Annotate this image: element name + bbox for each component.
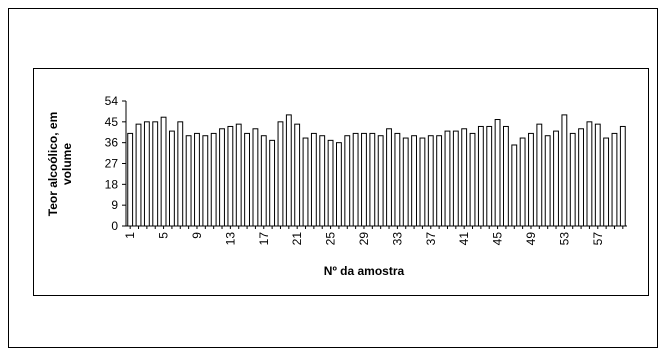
bar-sample-30 xyxy=(369,132,376,227)
bar-sample-40 xyxy=(452,130,459,227)
bar-sample-37 xyxy=(427,135,434,227)
bar-sample-35 xyxy=(411,135,417,227)
bar-sample-44 xyxy=(486,125,493,227)
bar-sample-5 xyxy=(160,116,167,227)
x-tick-label: 5 xyxy=(157,232,171,239)
x-axis-title: Nº da amostra xyxy=(324,264,405,278)
x-ticks: 1 5 9 13 17 21 25 29 33 37 41 45 49 53 57 xyxy=(123,226,624,246)
chart-frame: 0 9 18 27 36 45 54 1 5 9 13 17 21 25 29 33 37 41 45 49 53 57… xyxy=(33,68,649,296)
x-tick-label: 45 xyxy=(491,232,505,246)
x-tick-label: 49 xyxy=(524,232,538,246)
bar-sample-58 xyxy=(603,137,610,227)
bar-sample-27 xyxy=(344,135,351,227)
bar-chart: 0 9 18 27 36 45 54 1 5 9 13 17 21 25 29 33 37 41 45 49 53 57… xyxy=(46,94,627,278)
bar-sample-59 xyxy=(611,132,618,227)
bar-sample-6 xyxy=(169,130,175,227)
bar-sample-54 xyxy=(569,132,576,227)
bar-sample-4 xyxy=(152,121,159,227)
x-tick-label: 13 xyxy=(223,232,237,246)
bar-sample-21 xyxy=(294,123,301,227)
bar-sample-46 xyxy=(503,125,509,227)
bar-sample-8 xyxy=(185,135,192,227)
bar-sample-23 xyxy=(310,132,317,227)
x-tick-label: 1 xyxy=(123,232,137,239)
bar-sample-36 xyxy=(419,137,426,227)
bar-sample-32 xyxy=(386,128,392,227)
y-axis-title-line-2: volume xyxy=(60,143,74,185)
x-tick-label: 53 xyxy=(557,232,571,246)
x-tick-label: 25 xyxy=(324,232,338,246)
bar-sample-19 xyxy=(277,121,284,227)
bar-sample-18 xyxy=(269,139,276,227)
bar-sample-31 xyxy=(377,135,384,227)
bar-sample-57 xyxy=(594,123,601,227)
bar-sample-51 xyxy=(544,135,551,227)
bar-sample-15 xyxy=(244,132,250,227)
bar-sample-11 xyxy=(210,132,217,227)
bar-sample-53 xyxy=(561,114,568,227)
x-tick-label: 17 xyxy=(257,232,271,246)
bars-group xyxy=(127,114,626,227)
bar-sample-41 xyxy=(461,128,468,227)
bar-sample-48 xyxy=(519,137,526,227)
y-tick-label: 36 xyxy=(105,136,119,150)
x-tick-label: 41 xyxy=(457,232,471,246)
bar-sample-33 xyxy=(394,132,401,227)
bar-sample-43 xyxy=(477,125,484,227)
bar-sample-45 xyxy=(494,119,501,227)
y-tick-label: 0 xyxy=(111,219,118,233)
bar-sample-60 xyxy=(619,125,626,227)
bar-sample-7 xyxy=(177,121,184,227)
y-tick-label: 54 xyxy=(105,94,119,108)
bar-sample-42 xyxy=(469,132,476,227)
y-tick-label: 9 xyxy=(111,198,118,212)
bar-sample-24 xyxy=(319,135,326,227)
bar-sample-50 xyxy=(536,123,543,227)
y-tick-label: 45 xyxy=(105,115,119,129)
bar-sample-20 xyxy=(285,114,292,227)
bar-sample-38 xyxy=(436,135,443,227)
y-tick-label: 27 xyxy=(105,157,119,171)
y-axis-title-line-1: Teor alcoólico, em xyxy=(46,112,60,216)
bar-sample-49 xyxy=(528,132,534,227)
x-tick-label: 21 xyxy=(290,232,304,246)
bar-sample-25 xyxy=(327,139,334,227)
bar-sample-14 xyxy=(235,123,242,227)
bar-sample-52 xyxy=(553,130,559,227)
bar-sample-16 xyxy=(252,128,259,227)
bar-sample-2 xyxy=(135,123,142,227)
bar-sample-3 xyxy=(143,121,150,227)
y-tick-label: 18 xyxy=(105,177,119,191)
x-tick-label: 9 xyxy=(190,232,204,239)
bar-sample-39 xyxy=(444,130,451,227)
bar-sample-29 xyxy=(361,132,367,227)
bar-sample-28 xyxy=(352,132,359,227)
bar-sample-1 xyxy=(127,132,134,227)
bar-sample-26 xyxy=(336,142,342,227)
bar-sample-55 xyxy=(578,128,584,227)
bar-sample-13 xyxy=(227,125,234,227)
x-tick-label: 57 xyxy=(591,232,605,246)
bar-sample-22 xyxy=(302,137,309,227)
bar-sample-56 xyxy=(586,121,593,227)
bar-sample-17 xyxy=(260,135,267,227)
bar-sample-10 xyxy=(202,135,209,227)
y-ticks: 0 9 18 27 36 45 54 xyxy=(105,94,126,233)
x-tick-label: 29 xyxy=(357,232,371,246)
x-tick-label: 37 xyxy=(424,232,438,246)
bar-sample-9 xyxy=(194,132,200,227)
x-tick-label: 33 xyxy=(390,232,404,246)
bar-sample-12 xyxy=(219,128,225,227)
bar-sample-34 xyxy=(402,137,409,227)
bar-sample-47 xyxy=(511,144,518,227)
